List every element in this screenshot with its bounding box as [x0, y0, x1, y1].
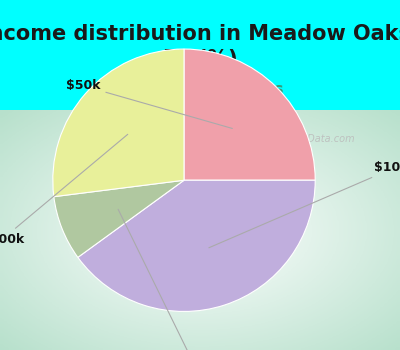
- Text: $50k: $50k: [66, 79, 232, 128]
- Wedge shape: [78, 180, 315, 312]
- Text: City-Data.com: City-Data.com: [285, 134, 355, 144]
- Wedge shape: [53, 49, 184, 197]
- Text: Multirace residents: Multirace residents: [117, 82, 283, 97]
- Wedge shape: [54, 180, 184, 257]
- Text: ⓘ: ⓘ: [271, 133, 277, 143]
- Text: $200k: $200k: [0, 134, 128, 246]
- Text: $100k: $100k: [209, 161, 400, 248]
- Wedge shape: [184, 49, 315, 180]
- Text: $150k: $150k: [118, 209, 219, 350]
- Text: Income distribution in Meadow Oaks,
FL (%): Income distribution in Meadow Oaks, FL (…: [0, 24, 400, 69]
